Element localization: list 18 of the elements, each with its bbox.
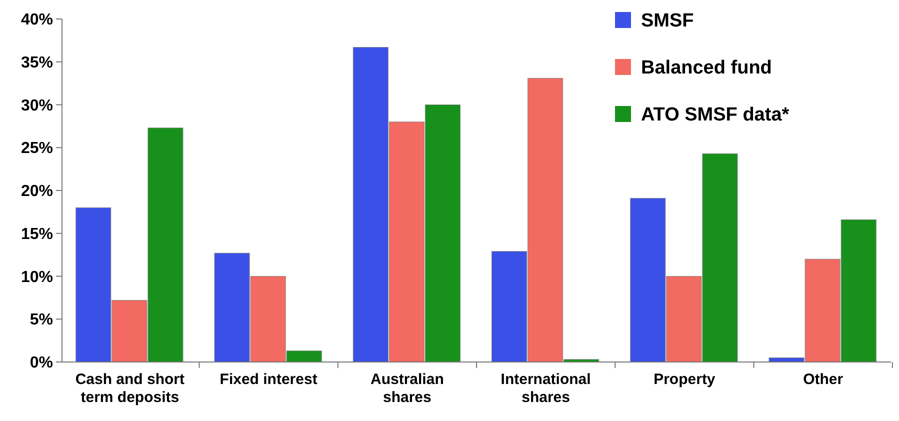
y-tick-label: 35% [20,54,53,72]
y-tick-label: 40% [20,12,53,29]
x-tick-label: Australian shares [370,371,444,406]
legend-label: SMSF [641,10,694,32]
x-tick-label: Property [654,371,716,388]
y-tick-label: 15% [20,226,53,243]
legend-label: Balanced fund [641,58,772,79]
y-tick-label: 30% [20,97,53,114]
x-tick-label: International shares [500,371,591,406]
y-tick-label: 25% [20,140,53,158]
y-tick-label: 5% [30,312,53,329]
x-tick-label: Fixed interest [220,371,318,388]
y-tick-label: 20% [20,183,53,200]
y-tick-label: 10% [20,268,53,286]
x-tick-label: Cash and short term deposits [75,371,185,406]
x-tick-label: Other [803,371,844,388]
legend-label: ATO SMSF data* [641,104,790,126]
y-tick-label: 0% [30,354,53,372]
